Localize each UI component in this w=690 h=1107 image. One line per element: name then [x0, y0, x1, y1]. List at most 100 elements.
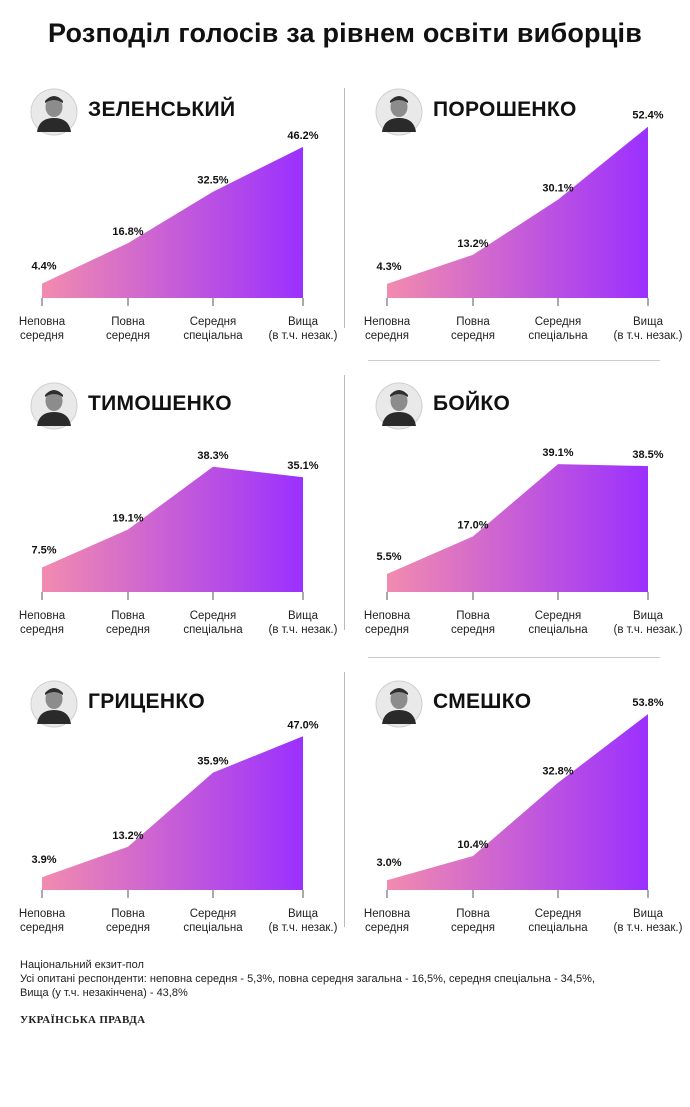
category-label: Вища (в т.ч. незак.)	[598, 315, 690, 343]
area-chart: 3.9% 13.2% 35.9% 47.0%	[31, 719, 319, 898]
footer-source: Національний екзит-пол	[20, 959, 144, 971]
data-label: 16.8%	[112, 226, 143, 238]
boyko-photo-icon	[375, 382, 423, 430]
category-label-line: Середня	[534, 908, 582, 920]
area-chart: 4.3% 13.2% 30.1% 52.4%	[376, 110, 664, 306]
data-label: 10.4%	[457, 839, 488, 851]
category-label: Неповна середня	[337, 609, 437, 637]
area-series	[42, 466, 303, 592]
category-label-line: Неповна	[363, 316, 411, 328]
category-label-line: Вища	[633, 610, 663, 622]
category-label-line: середня	[106, 330, 150, 342]
category-label: Неповна середня	[337, 907, 437, 935]
category-label-line: Повна	[111, 610, 145, 622]
chart-panel: ПОРОШЕНКО 4.3% 13.2% 30.1% 52.4% Неповна серед…	[345, 78, 690, 368]
footer-respondents: Усі опитані респонденти: неповна середня…	[20, 973, 595, 985]
category-label: Неповна середня	[0, 907, 92, 935]
data-label: 19.1%	[112, 513, 143, 525]
category-label: Повна середня	[423, 609, 523, 637]
category-label-line: спеціальна	[183, 330, 243, 342]
candidate-name: ГРИЦЕНКО	[88, 690, 206, 713]
data-label: 35.9%	[197, 756, 228, 768]
category-label-line: Вища	[288, 610, 318, 622]
data-label: 13.2%	[457, 238, 488, 250]
category-label-line: Середня	[189, 316, 237, 328]
category-label-line: середня	[365, 330, 409, 342]
brand-logo: УКРАЇНСЬКА ПРАВДА	[20, 1014, 146, 1026]
category-label: Неповна середня	[0, 609, 92, 637]
category-label-line: Вища	[633, 316, 663, 328]
chart-panel: ЗЕЛЕНСЬКИЙ 4.4% 16.8% 32.5% 46.2% Неповна сере…	[0, 78, 345, 368]
category-label-line: середня	[106, 922, 150, 934]
category-label: Вища (в т.ч. незак.)	[598, 907, 690, 935]
page-title: Розподіл голосів за рівнем освіти виборц…	[47, 18, 643, 48]
category-label: Вища (в т.ч. незак.)	[253, 609, 353, 637]
area-chart: 4.4% 16.8% 32.5% 46.2%	[31, 130, 319, 306]
category-label-line: середня	[106, 624, 150, 636]
category-label-line: Вища	[633, 908, 663, 920]
category-label-line: середня	[20, 922, 64, 934]
category-label-line: середня	[365, 624, 409, 636]
category-label-line: (в т.ч. незак.)	[268, 922, 338, 934]
category-label: Неповна середня	[337, 315, 437, 343]
category-label-line: спеціальна	[183, 624, 243, 636]
category-label-line: Повна	[456, 610, 490, 622]
category-label-line: Повна	[456, 908, 490, 920]
footer-higher-ed: Вища (у т.ч. незакінчена) - 43,8%	[20, 987, 188, 999]
category-label: Середня спеціальна	[163, 907, 263, 935]
area-chart: 5.5% 17.0% 39.1% 38.5%	[376, 447, 664, 600]
data-label: 4.4%	[31, 261, 56, 273]
hrytsenko-photo-icon	[30, 680, 78, 728]
category-label: Середня спеціальна	[163, 315, 263, 343]
category-label-line: Середня	[534, 316, 582, 328]
area-series	[42, 146, 303, 298]
category-label: Повна середня	[423, 907, 523, 935]
category-label-line: Неповна	[363, 908, 411, 920]
area-chart: 7.5% 19.1% 38.3% 35.1%	[31, 450, 319, 600]
vertical-divider-2	[344, 375, 345, 630]
data-label: 52.4%	[632, 110, 663, 122]
category-label-line: Середня	[189, 908, 237, 920]
data-label: 3.9%	[31, 854, 56, 866]
smeshko-photo-icon	[375, 680, 423, 728]
data-label: 5.5%	[376, 551, 401, 563]
category-label-line: Неповна	[18, 316, 66, 328]
category-label-line: середня	[20, 330, 64, 342]
data-label: 13.2%	[112, 830, 143, 842]
category-label-line: (в т.ч. незак.)	[613, 922, 683, 934]
category-label-line: середня	[20, 624, 64, 636]
category-label-line: середня	[451, 922, 495, 934]
data-label: 46.2%	[287, 130, 318, 142]
category-label: Повна середня	[78, 315, 178, 343]
category-label-line: (в т.ч. незак.)	[268, 624, 338, 636]
chart-panel: ГРИЦЕНКО 3.9% 13.2% 35.9% 47.0% Неповна середн…	[0, 670, 345, 960]
category-label: Повна середня	[423, 315, 523, 343]
data-label: 3.0%	[376, 857, 401, 869]
category-label: Середня спеціальна	[508, 907, 608, 935]
category-label-line: середня	[451, 624, 495, 636]
category-label-line: спеціальна	[528, 624, 588, 636]
area-series	[387, 464, 648, 592]
horizontal-divider-2	[368, 657, 660, 658]
candidate-name: ЗЕЛЕНСЬКИЙ	[88, 98, 236, 121]
data-label: 32.5%	[197, 175, 228, 187]
chart-panel: ТИМОШЕНКО 7.5% 19.1% 38.3% 35.1% Неповна серед…	[0, 372, 345, 662]
candidate-name: СМЕШКО	[433, 690, 532, 713]
category-label: Середня спеціальна	[163, 609, 263, 637]
poroshenko-photo-icon	[375, 88, 423, 136]
category-label-line: середня	[365, 922, 409, 934]
category-label-line: Повна	[456, 316, 490, 328]
category-label-line: Неповна	[18, 908, 66, 920]
data-label: 30.1%	[542, 183, 573, 195]
horizontal-divider-1	[368, 360, 660, 361]
candidate-name: ПОРОШЕНКО	[433, 98, 577, 121]
footer-note: Національний екзит-пол Усі опитані респо…	[20, 958, 680, 1000]
data-label: 7.5%	[31, 544, 56, 556]
category-label-line: спеціальна	[528, 922, 588, 934]
category-label-line: (в т.ч. незак.)	[268, 330, 338, 342]
data-label: 53.8%	[632, 697, 663, 709]
category-label: Вища (в т.ч. незак.)	[253, 315, 353, 343]
category-label: Середня спеціальна	[508, 609, 608, 637]
category-label-line: (в т.ч. незак.)	[613, 330, 683, 342]
data-label: 17.0%	[457, 519, 488, 531]
